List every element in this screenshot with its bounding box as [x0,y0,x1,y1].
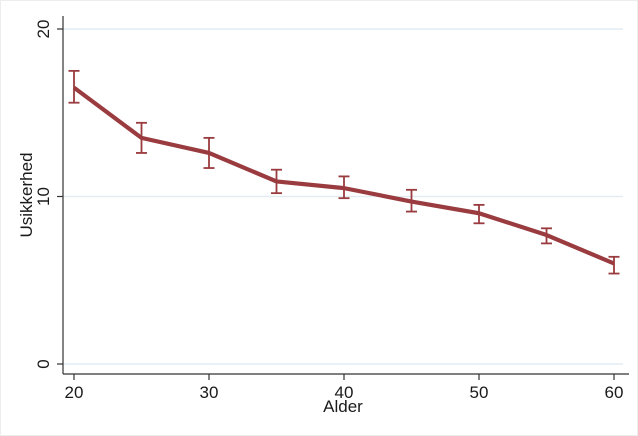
axes [57,16,629,380]
x-tick-label: 60 [605,383,624,402]
y-tick-label: 0 [34,359,53,368]
error-bar [608,255,620,275]
y-tick-label: 20 [34,20,53,39]
x-tick-label: 20 [65,383,84,402]
error-bars [68,69,620,275]
y-axis-title: Usikkerhed [17,152,36,237]
x-tick-label: 50 [470,383,489,402]
tick-labels: 0 10 20 20 30 40 50 60 [34,20,623,402]
x-axis-title: Alder [323,397,363,416]
series-line [72,85,615,266]
x-tick-label: 40 [335,383,354,402]
error-bar [68,69,80,104]
y-tick-label: 10 [34,187,53,206]
x-tick-label: 30 [200,383,219,402]
series-polyline [72,85,615,266]
gridlines [63,28,623,365]
